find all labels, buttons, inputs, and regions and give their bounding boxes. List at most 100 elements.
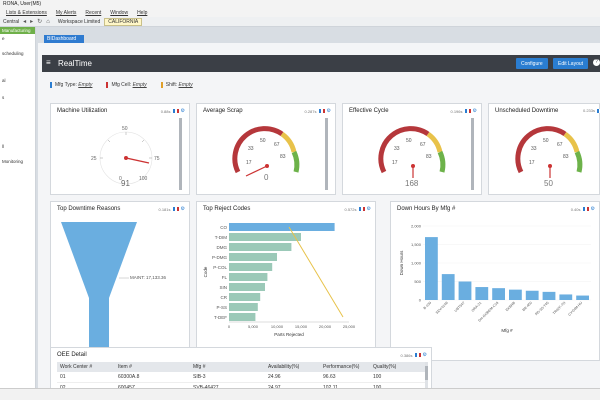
col-work-center[interactable]: Work Center #: [60, 364, 93, 370]
filter-shift[interactable]: Shift: Empty: [160, 82, 193, 88]
gauge-value: 168: [405, 179, 419, 188]
gauge-value: 0: [264, 173, 269, 182]
realtime-header: ≡ RealTime Configure Edit Layout ?: [42, 55, 600, 72]
export-icon[interactable]: [582, 207, 589, 211]
tick-label: CV-DIM-HU: [567, 301, 583, 317]
tick-label: 0: [419, 298, 422, 303]
svg-text:17: 17: [246, 160, 252, 166]
tick-label: B-109: [423, 301, 432, 310]
tick-label: 2,000: [411, 224, 422, 229]
home-icon[interactable]: ⌂: [46, 18, 50, 25]
gear-icon[interactable]: ⚙: [326, 108, 331, 114]
nav-item[interactable]: scheduling: [2, 51, 24, 56]
export-icon[interactable]: [414, 353, 421, 357]
gear-icon[interactable]: ⚙: [366, 206, 371, 212]
scrollbar[interactable]: [425, 362, 428, 398]
panel-meta: 0.233s: [583, 108, 600, 113]
nav-item[interactable]: ll: [2, 144, 4, 149]
gear-icon[interactable]: ⚙: [422, 352, 427, 358]
export-icon[interactable]: [358, 207, 365, 211]
svg-text:83: 83: [426, 154, 432, 160]
svg-text:83: 83: [280, 154, 286, 160]
svg-text:33: 33: [531, 146, 537, 152]
filter-mfg-cell[interactable]: Mfg Cell: Empty: [106, 82, 147, 88]
col-mfg[interactable]: Mfg #: [193, 364, 206, 370]
bar: [229, 253, 277, 261]
panel-title: Average Scrap: [203, 108, 243, 114]
bar: [542, 291, 556, 300]
bar: [458, 281, 472, 300]
tick-label: 1,000: [411, 261, 422, 266]
gear-icon[interactable]: ⚙: [180, 108, 185, 114]
forward-icon[interactable]: ▸: [30, 19, 34, 25]
bar: [229, 233, 301, 241]
tick-label: FL: [222, 275, 228, 280]
refresh-icon[interactable]: ↻: [37, 19, 43, 25]
configure-button[interactable]: Configure: [516, 58, 548, 69]
help-icon[interactable]: ?: [593, 59, 600, 66]
col-availability[interactable]: Availability(%): [268, 364, 300, 370]
menu-lists[interactable]: Lists & Extensions: [6, 10, 47, 16]
svg-text:50: 50: [406, 138, 412, 144]
workspace-select[interactable]: CALIFORNIA: [104, 17, 143, 26]
nav-item[interactable]: e: [2, 36, 5, 41]
tick-label: 0: [228, 324, 231, 329]
nav-item[interactable]: al: [2, 78, 6, 83]
gear-icon[interactable]: ⚙: [590, 206, 595, 212]
menu-window[interactable]: Window: [110, 10, 129, 16]
edit-layout-button[interactable]: Edit Layout: [553, 58, 589, 69]
bar: [425, 237, 438, 300]
svg-text:67: 67: [420, 142, 426, 148]
filter-mfg-type[interactable]: Mfg Type: Empty: [50, 82, 92, 88]
tick-label: T-DIM: [215, 235, 227, 240]
menu-alerts[interactable]: My Alerts: [55, 10, 77, 16]
nav-header[interactable]: Manufacturing: [0, 27, 35, 34]
dashboard-main: ≡ RealTime Configure Edit Layout ? Mfg T…: [38, 43, 600, 400]
gear-icon[interactable]: ⚙: [180, 206, 185, 212]
tick-label: 1,500: [411, 242, 422, 247]
back-icon[interactable]: ◂: [23, 19, 27, 25]
svg-text:33: 33: [248, 146, 254, 152]
export-icon[interactable]: [464, 109, 471, 113]
scrollbar[interactable]: [325, 118, 328, 190]
tick-label: BR-450: [522, 301, 533, 312]
col-item[interactable]: Item #: [118, 364, 132, 370]
bar: [229, 303, 258, 311]
nav-item[interactable]: s: [2, 95, 5, 100]
nav-item[interactable]: Monitoring: [2, 159, 24, 164]
scrollbar[interactable]: [471, 118, 474, 190]
export-icon[interactable]: [318, 109, 325, 113]
tick-label: T-DEF: [214, 315, 227, 320]
page-title: RealTime: [58, 59, 92, 68]
panel-title: OEE Detail: [57, 352, 87, 358]
tick-label: 10,000: [271, 324, 284, 329]
bar: [475, 287, 489, 300]
panel-meta: 0.287s ⚙: [304, 108, 332, 114]
scrap-gauge: 17 33 50 67 83 0: [232, 126, 300, 182]
export-icon[interactable]: [172, 109, 179, 113]
tick-label: DMG: [217, 245, 228, 250]
cycle-gauge: 17 33 50 67 83 168: [378, 126, 446, 188]
export-icon[interactable]: [597, 108, 600, 113]
col-performance[interactable]: Performance(%): [323, 364, 360, 370]
menu-help[interactable]: Help: [137, 10, 148, 16]
menu-icon[interactable]: ≡: [46, 58, 51, 67]
tick-label: CO: [220, 225, 227, 230]
unscheduled-downtime-panel: Unscheduled Downtime 0.233s 17 33 50 67 …: [488, 103, 600, 195]
tick-100: 100: [139, 176, 148, 182]
svg-text:33: 33: [394, 146, 400, 152]
svg-text:67: 67: [274, 142, 280, 148]
tab-bidashboard[interactable]: BIDashboard: [44, 35, 84, 43]
table-row[interactable]: 01 60300A.8 SIB-3 24.96 96.63 100: [57, 372, 427, 383]
svg-text:83: 83: [563, 154, 569, 160]
export-icon[interactable]: [172, 207, 179, 211]
gear-icon[interactable]: ⚙: [472, 108, 477, 114]
scrollbar[interactable]: [179, 118, 182, 190]
svg-text:17: 17: [392, 160, 398, 166]
axis-label: Code: [203, 266, 208, 277]
menu-recent[interactable]: Recent: [85, 10, 102, 16]
col-quality[interactable]: Quality(%): [373, 364, 397, 370]
tick-label: 15,000: [295, 324, 308, 329]
panel-meta: 0.88s ⚙: [160, 108, 185, 114]
top-reject-panel: Top Reject Codes 0.572s ⚙ CO T-DIM DMG P-DMG…: [196, 201, 376, 361]
